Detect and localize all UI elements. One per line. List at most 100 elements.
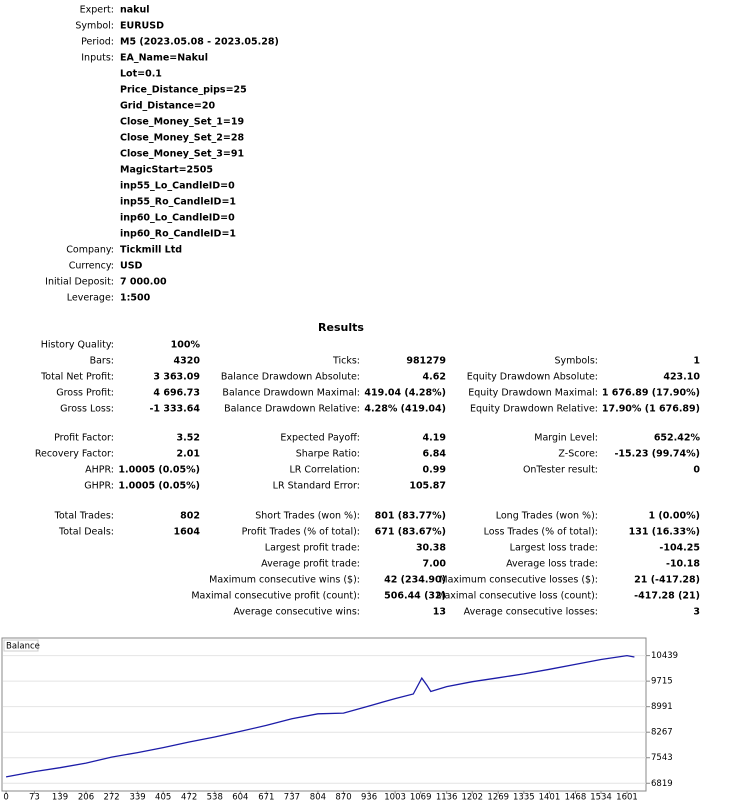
y-tick-label: 6819 [651,779,673,789]
result-value: -10.18 [666,559,700,570]
result-value: 7.00 [423,559,447,570]
result-label: Loss Trades (% of total): [484,527,598,538]
x-tick-label: 1601 [616,793,638,803]
result-value: -15.23 (99.74%) [614,449,700,460]
result-label: Gross Loss: [60,404,114,415]
result-label: Average consecutive losses: [464,607,598,618]
x-tick-label: 405 [155,793,171,803]
field-label: Expert: [80,5,114,16]
result-value: 801 (83.77%) [375,511,446,522]
result-value: 506.44 (32) [384,591,446,602]
result-value: 419.04 (4.28%) [364,388,446,399]
x-tick-label: 1468 [565,793,587,803]
chart-title: Balance [6,642,40,652]
result-label: LR Standard Error: [273,481,360,492]
x-tick-label: 472 [181,793,197,803]
field-label: Leverage: [67,293,114,304]
result-label: Total Deals: [58,527,114,538]
input-value: Price_Distance_pips=25 [120,85,247,96]
input-value: inp55_Lo_CandleID=0 [120,181,235,192]
field-label: Inputs: [81,53,114,64]
result-label: Profit Trades (% of total): [242,527,360,538]
result-label: Balance Drawdown Relative: [224,404,360,415]
result-label: Gross Profit: [56,388,114,399]
x-tick-label: 737 [284,793,300,803]
result-value: 1 (0.00%) [648,511,700,522]
result-label: Largest profit trade: [265,543,360,554]
result-value: 3.52 [177,433,200,444]
field-value: Tickmill Ltd [120,245,182,256]
field-value: 7 000.00 [120,277,167,288]
result-value: 652.42% [654,433,701,444]
result-value: 1.0005 (0.05%) [118,481,200,492]
result-value: 2.01 [177,449,200,460]
input-value: inp60_Ro_CandleID=1 [120,229,236,240]
result-value: 17.90% (1 676.89) [602,404,700,415]
result-value: 6.84 [423,449,447,460]
x-tick-label: 870 [335,793,351,803]
input-value: Grid_Distance=20 [120,101,215,112]
x-tick-label: 936 [361,793,377,803]
x-tick-label: 1401 [539,793,561,803]
x-tick-label: 1269 [487,793,509,803]
result-value: 802 [180,511,200,522]
result-label: LR Correlation: [290,465,361,476]
result-label: Average loss trade: [506,559,598,570]
field-value: 1:500 [120,293,151,304]
result-value: 100% [171,340,201,351]
result-label: Bars: [90,356,114,367]
result-label: Average consecutive wins: [233,607,360,618]
result-value: 30.38 [416,543,446,554]
y-tick-label: 9715 [651,677,673,687]
result-label: Long Trades (won %): [496,511,598,522]
result-label: Expected Payoff: [280,433,360,444]
field-label: Symbol: [75,21,114,32]
x-tick-label: 804 [310,793,326,803]
field-value: EURUSD [120,21,164,32]
result-label: Z-Score: [558,449,598,460]
result-label: AHPR: [85,465,114,476]
balance-line [5,654,635,778]
result-value: 1.0005 (0.05%) [118,465,200,476]
input-value: Lot=0.1 [120,69,162,80]
result-value: 671 (83.67%) [375,527,446,538]
result-label: Balance Drawdown Maximal: [222,388,360,399]
result-value: 13 [433,607,446,618]
input-value: Close_Money_Set_1=19 [120,117,244,128]
result-value: 0 [693,465,700,476]
result-value: -104.25 [659,543,700,554]
x-tick-label: 1202 [461,793,483,803]
result-label: Equity Drawdown Absolute: [467,372,598,383]
result-label: History Quality: [41,340,114,351]
result-value: 981279 [406,356,446,367]
result-label: Equity Drawdown Relative: [470,404,598,415]
x-tick-label: 1335 [513,793,535,803]
result-value: 3 [693,607,700,618]
input-value: Close_Money_Set_2=28 [120,133,244,144]
result-label: GHPR: [84,481,114,492]
result-value: 3 363.09 [153,372,200,383]
result-label: Margin Level: [534,433,598,444]
result-value: 1 676.89 (17.90%) [602,388,700,399]
result-label: Largest loss trade: [510,543,598,554]
x-tick-label: 538 [207,793,223,803]
chart-title-box [3,639,39,652]
field-value: USD [120,261,143,272]
result-value: -1 333.64 [149,404,200,415]
result-value: -417.28 (21) [634,591,700,602]
result-label: Ticks: [332,356,360,367]
y-tick-label: 7543 [651,753,673,763]
result-label: Maximum consecutive losses ($): [439,575,598,586]
x-tick-label: 0 [3,793,8,803]
result-value: 105.87 [409,481,446,492]
result-label: OnTester result: [523,465,598,476]
field-label: Period: [81,37,114,48]
x-tick-label: 339 [129,793,145,803]
result-value: 1604 [174,527,201,538]
result-value: 131 (16.33%) [629,527,700,538]
field-label: Initial Deposit: [45,277,114,288]
result-value: 42 (234.90) [384,575,446,586]
result-label: Maximum consecutive wins ($): [209,575,360,586]
